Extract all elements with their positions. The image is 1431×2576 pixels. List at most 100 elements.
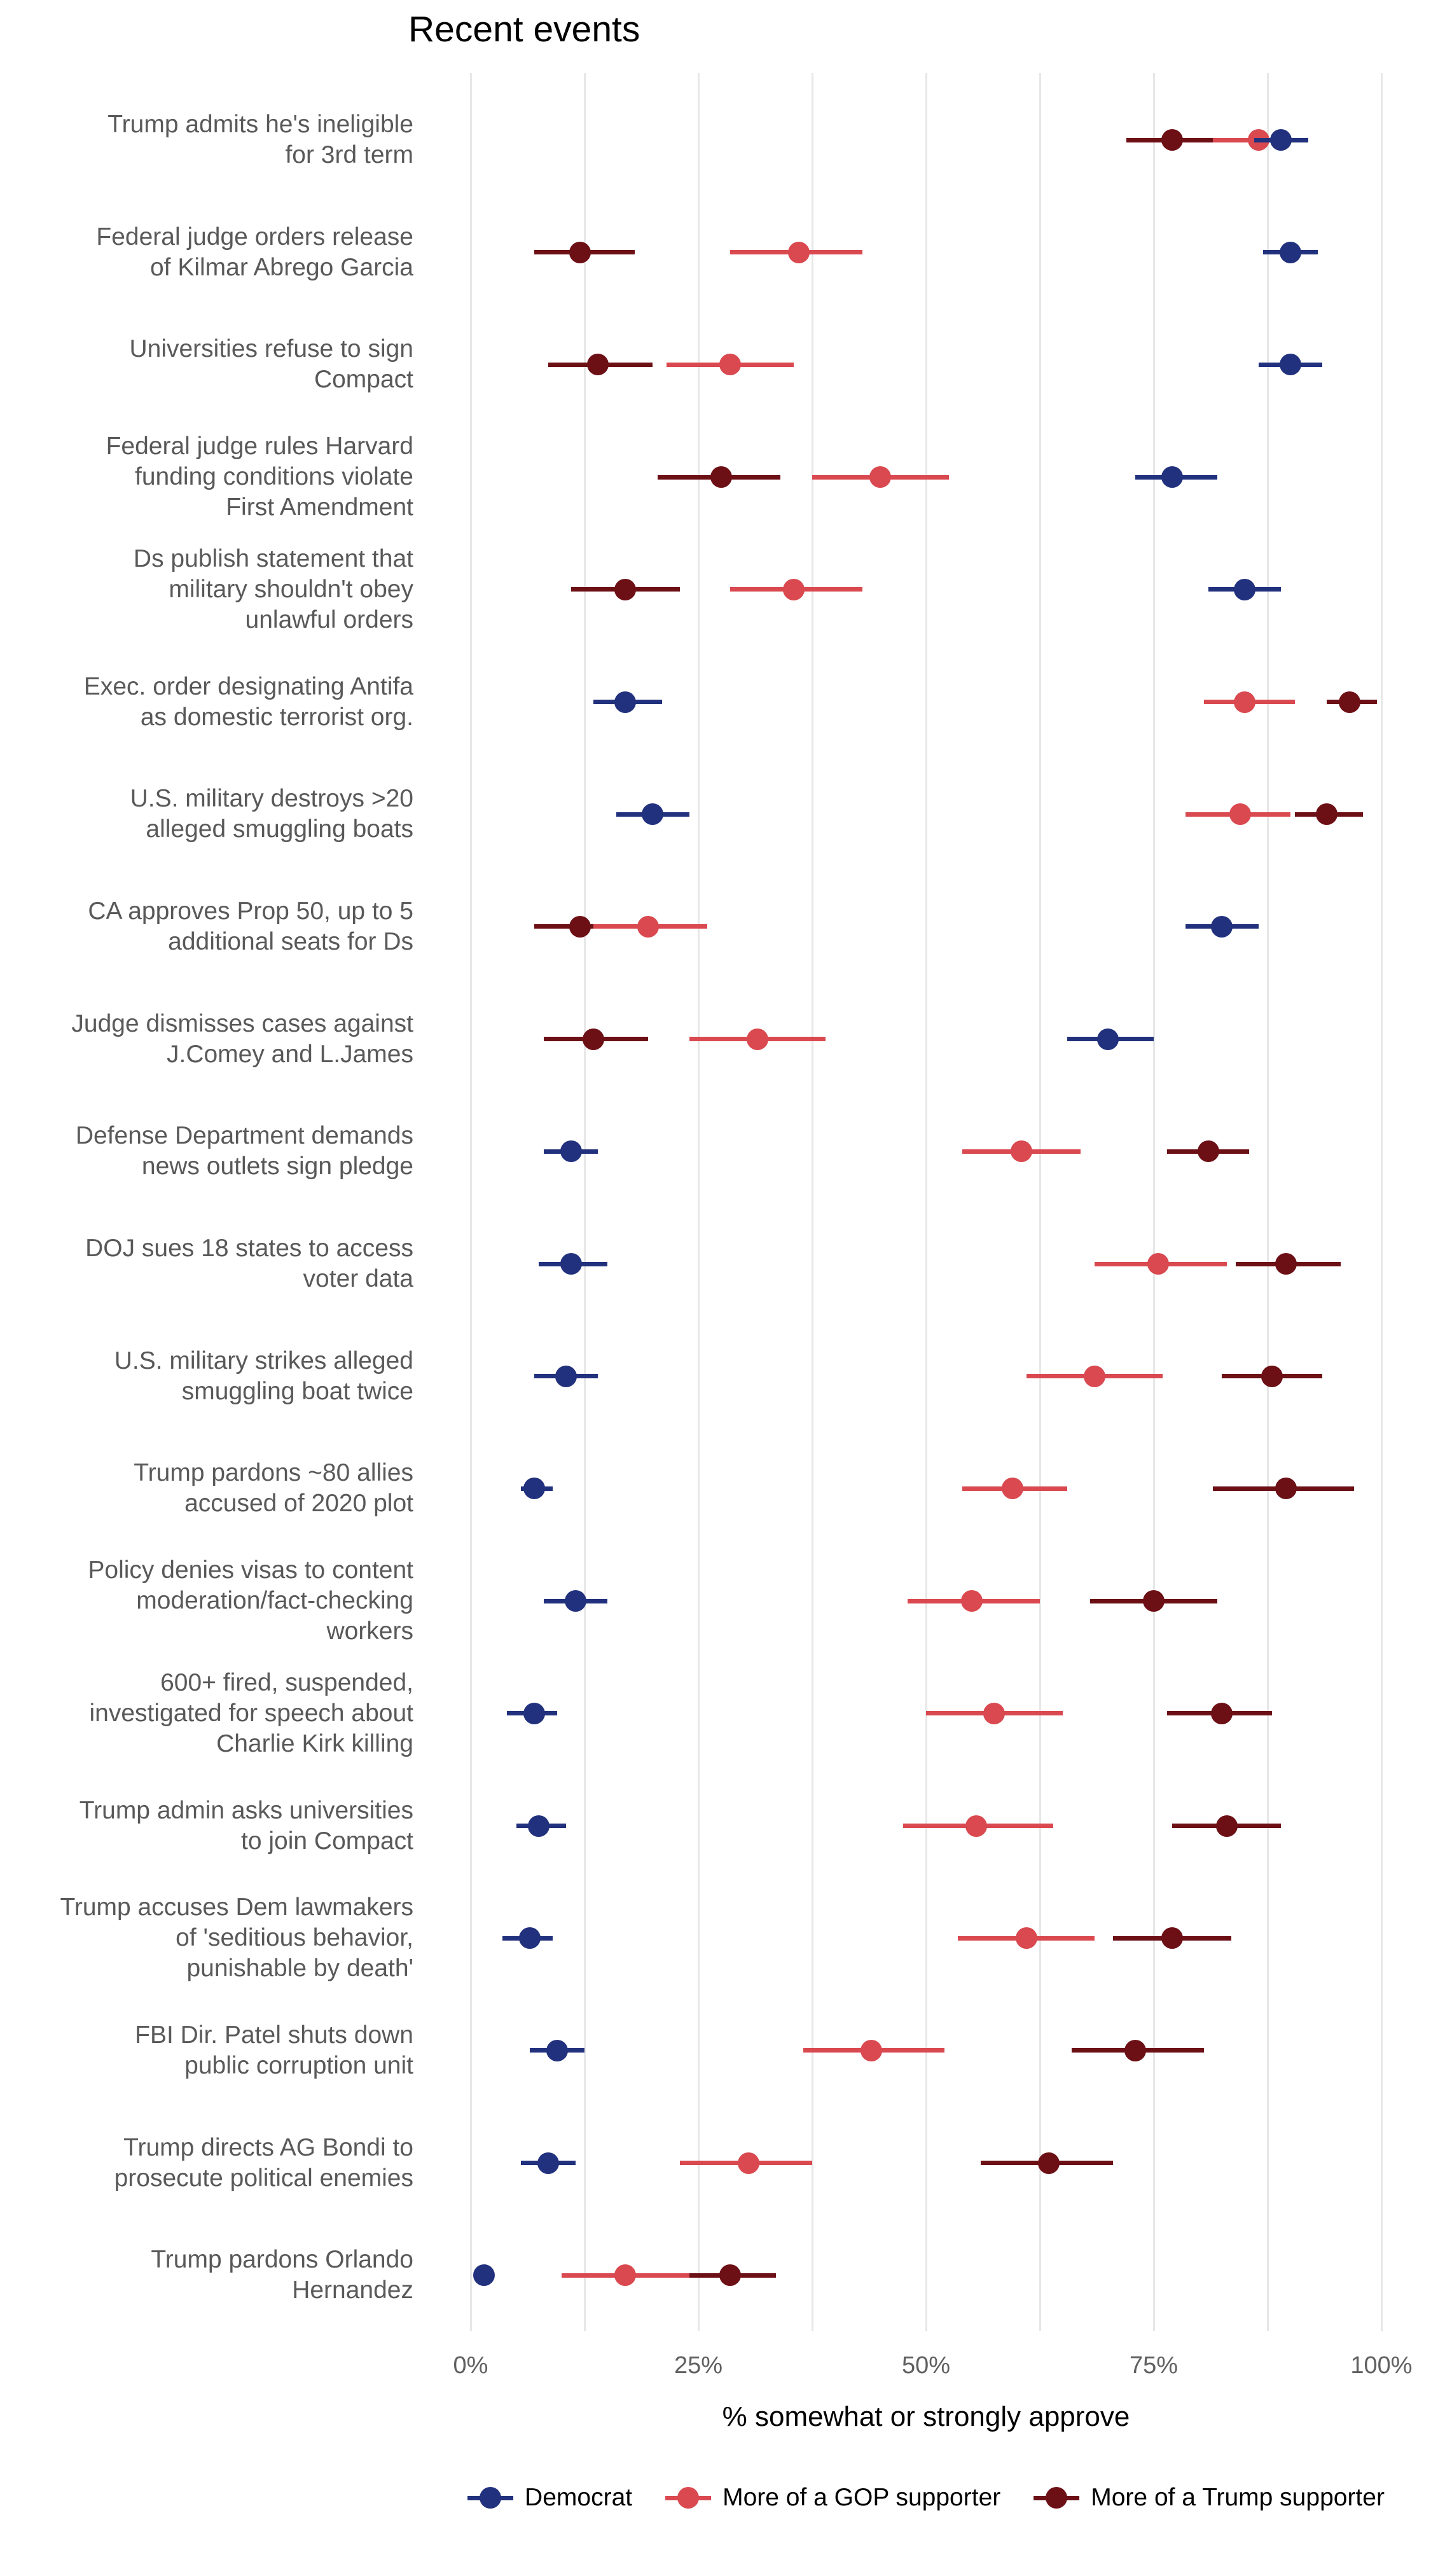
row-label-8: CA approves Prop 50, up to 5 additional s… <box>0 896 413 957</box>
plot-panel <box>469 73 1383 2331</box>
democrat-dot <box>1234 578 1256 600</box>
trump-dot <box>1316 803 1338 826</box>
gop-dot <box>747 1028 769 1050</box>
gop-dot <box>1229 803 1252 826</box>
gridline-0 <box>469 73 472 2331</box>
gop-dot <box>614 2264 637 2287</box>
row-label-line: of Kilmar Abrego Garcia <box>149 253 413 281</box>
trump-dot <box>614 578 637 600</box>
row-label-line: First Amendment <box>226 494 413 522</box>
row-label-line: J.Comey and L.James <box>166 1040 413 1068</box>
democrat-dot <box>614 691 637 713</box>
row-label-line: prosecute political enemies <box>114 2164 413 2192</box>
democrat-dot <box>1097 1028 1119 1050</box>
trump-dot <box>1197 1140 1219 1163</box>
democrat-dot <box>546 2039 569 2061</box>
row-label-line: Ds publish statement that <box>133 544 413 572</box>
gop-dot <box>719 354 742 376</box>
row-label-line: Trump pardons Orlando <box>151 2246 413 2274</box>
row-label-line: DOJ sues 18 states to access <box>85 1235 413 1262</box>
gop-dot <box>983 1702 1006 1724</box>
row-label-line: moderation/fact-checking <box>136 1587 413 1615</box>
democrat-dot <box>523 1702 546 1724</box>
row-label-line: Trump admin asks universities <box>79 1796 413 1824</box>
gop-dot <box>1234 691 1256 713</box>
row-label-18: FBI Dir. Patel shuts down public corrupti… <box>0 2020 413 2081</box>
row-label-line: news outlets sign pledge <box>141 1153 413 1181</box>
trump-dot <box>1275 1253 1297 1275</box>
gop-dot <box>787 241 810 263</box>
row-label-1: Trump admits he's ineligible for 3rd term <box>0 109 413 170</box>
legend-key-dot <box>1046 2487 1068 2509</box>
legend: Democrat More of a GOP supporter More of a… <box>467 2484 1385 2512</box>
row-label-line: Trump directs AG Bondi to <box>123 2133 413 2161</box>
democrat-dot <box>1279 241 1301 263</box>
trump-dot <box>1143 1590 1165 1612</box>
gop-dot <box>783 578 805 600</box>
trump-dot <box>587 354 609 376</box>
row-label-line: Trump pardons ~80 allies <box>134 1459 413 1487</box>
gridline-50 <box>925 73 927 2331</box>
gop-dot <box>637 915 660 938</box>
row-label-line: as domestic terrorist org. <box>140 703 413 731</box>
row-label-15: 600+ fired, suspended, investigated for s… <box>0 1668 413 1759</box>
row-label-line: for 3rd term <box>285 141 413 169</box>
democrat-dot <box>555 1365 577 1387</box>
trump-dot <box>1211 1702 1233 1724</box>
row-label-line: public corruption unit <box>184 2051 413 2079</box>
row-label-16: Trump admin asks universities to join Com… <box>0 1796 413 1857</box>
row-label-4: Federal judge rules Harvard funding condi… <box>0 431 413 523</box>
row-label-line: investigated for speech about <box>89 1699 413 1727</box>
trump-dot <box>583 1028 605 1050</box>
row-label-line: Policy denies visas to content <box>88 1556 413 1584</box>
gridline-25 <box>697 73 700 2331</box>
row-label-line: punishable by death' <box>186 1955 413 1983</box>
row-label-line: of 'seditious behavior, <box>176 1924 413 1952</box>
row-label-line: smuggling boat twice <box>181 1377 413 1405</box>
row-label-line: Federal judge rules Harvard <box>106 433 413 460</box>
gop-dot <box>1083 1365 1105 1387</box>
legend-label: More of a Trump supporter <box>1091 2484 1385 2511</box>
democrat-dot <box>537 2152 559 2174</box>
gop-dot <box>1002 1478 1024 1500</box>
trump-dot <box>1215 1815 1238 1837</box>
row-label-3: Universities refuse to sign Compact <box>0 334 413 395</box>
legend-key-dot <box>480 2487 502 2509</box>
row-label-line: accused of 2020 plot <box>184 1490 413 1518</box>
row-label-line: Defense Department demands <box>75 1122 413 1150</box>
row-label-line: Hernandez <box>292 2276 413 2304</box>
trump-dot <box>710 466 732 488</box>
gop-dot <box>1011 1140 1033 1163</box>
row-label-line: Judge dismisses cases against <box>71 1009 413 1037</box>
democrat-dot <box>473 2264 495 2287</box>
gop-dot <box>1015 1927 1037 1949</box>
gop-dot <box>965 1815 987 1837</box>
row-label-20: Trump pardons Orlando Hernandez <box>0 2245 413 2306</box>
row-label-line: funding conditions violate <box>135 463 413 491</box>
row-label-line: workers <box>326 1617 413 1645</box>
democrat-dot <box>1161 466 1183 488</box>
row-label-line: U.S. military strikes alleged <box>114 1347 413 1375</box>
x-axis-title: % somewhat or strongly approve <box>722 2401 1130 2432</box>
trump-dot <box>1275 1478 1297 1500</box>
row-label-line: Compact <box>314 366 413 394</box>
gop-dot <box>960 1590 983 1612</box>
row-label-line: to join Compact <box>241 1827 413 1855</box>
gridline-87.5 <box>1266 73 1269 2331</box>
trump-dot <box>719 2264 742 2287</box>
trump-dot <box>1038 2152 1060 2174</box>
gop-dot <box>1147 1253 1170 1275</box>
democrat-dot <box>1279 354 1301 376</box>
row-label-5: Ds publish statement that military should… <box>0 544 413 635</box>
gridline-62.5 <box>1039 73 1041 2331</box>
legend-pointrange-icon <box>1034 2485 1080 2510</box>
trump-dot <box>1161 1927 1183 1949</box>
trump-dot <box>1124 2039 1147 2061</box>
y-axis-labels: Trump admits he's ineligible for 3rd term… <box>0 73 413 2331</box>
row-label-17: Trump accuses Dem lawmakers of 'seditious… <box>0 1892 413 1984</box>
row-label-line: military shouldn't obey <box>169 575 413 603</box>
x-tick-50: 50% <box>901 2352 951 2379</box>
row-label-line: U.S. military destroys >20 <box>130 785 413 813</box>
row-label-line: Charlie Kirk killing <box>216 1729 413 1757</box>
trump-dot <box>569 241 591 263</box>
